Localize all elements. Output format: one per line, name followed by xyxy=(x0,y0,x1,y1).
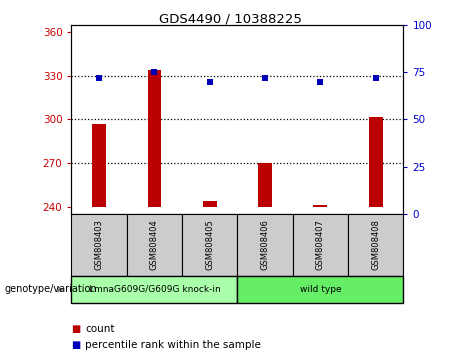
Text: wild type: wild type xyxy=(300,285,341,294)
Text: GSM808405: GSM808405 xyxy=(205,219,214,270)
Bar xyxy=(293,214,348,276)
Text: genotype/variation: genotype/variation xyxy=(5,284,97,295)
Text: GSM808406: GSM808406 xyxy=(260,219,270,270)
Text: GSM808408: GSM808408 xyxy=(371,219,380,270)
Bar xyxy=(71,214,127,276)
Bar xyxy=(258,163,272,207)
Bar xyxy=(92,124,106,207)
Text: count: count xyxy=(85,324,115,334)
Bar xyxy=(237,214,293,276)
Text: GSM808404: GSM808404 xyxy=(150,219,159,270)
Bar xyxy=(148,70,161,207)
Bar xyxy=(313,205,327,207)
Text: ■: ■ xyxy=(71,340,81,350)
Text: GSM808403: GSM808403 xyxy=(95,219,104,270)
Bar xyxy=(71,276,237,303)
Bar xyxy=(348,214,403,276)
Text: percentile rank within the sample: percentile rank within the sample xyxy=(85,340,261,350)
Text: GDS4490 / 10388225: GDS4490 / 10388225 xyxy=(159,12,302,25)
Text: LmnaG609G/G609G knock-in: LmnaG609G/G609G knock-in xyxy=(89,285,220,294)
Text: ■: ■ xyxy=(71,324,81,334)
Bar xyxy=(369,116,383,207)
Bar xyxy=(203,201,217,207)
Bar xyxy=(182,214,237,276)
Bar xyxy=(237,276,403,303)
Text: GSM808407: GSM808407 xyxy=(316,219,325,270)
Bar xyxy=(127,214,182,276)
